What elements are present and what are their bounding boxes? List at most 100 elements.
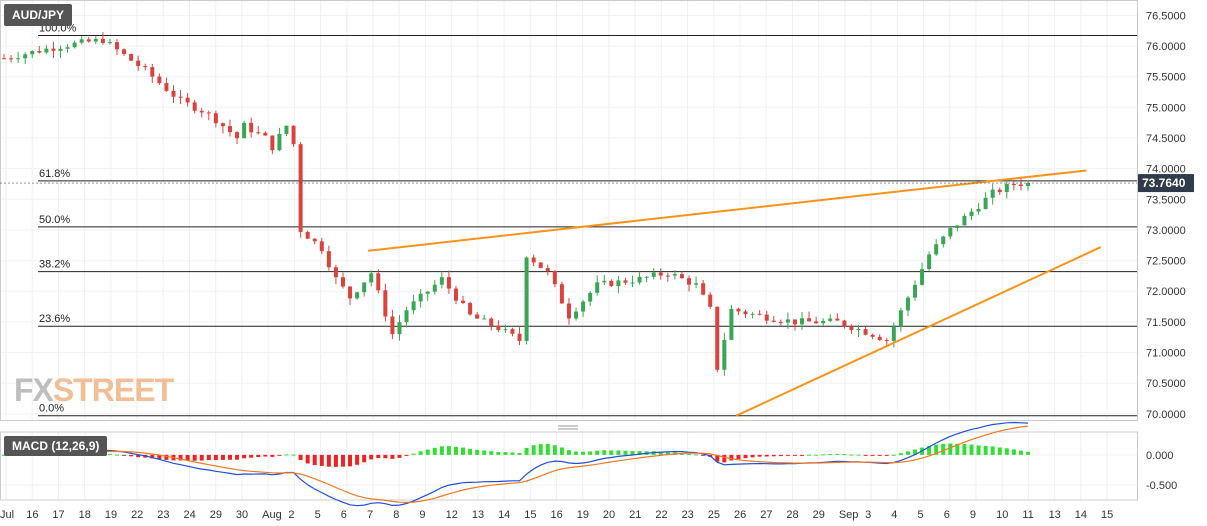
candle-body xyxy=(701,283,706,295)
x-tick-label: 22 xyxy=(655,509,667,521)
macd-histogram-bar xyxy=(235,454,240,460)
macd-histogram-bar xyxy=(164,454,169,460)
candle-body xyxy=(432,284,437,292)
candle-body xyxy=(722,339,727,370)
candle-body xyxy=(242,122,247,139)
candle-body xyxy=(475,314,480,319)
x-tick-label: 15 xyxy=(1101,509,1113,521)
macd-label[interactable]: MACD (12,26,9) xyxy=(4,436,108,456)
x-tick-label: Aug xyxy=(262,509,282,521)
price-pane-frame xyxy=(0,0,1138,421)
macd-histogram-bar xyxy=(905,451,910,455)
macd-histogram-bar xyxy=(736,454,741,460)
candle-body xyxy=(609,280,614,287)
macd-histogram-bar xyxy=(630,451,635,455)
macd-histogram-bar xyxy=(305,454,310,464)
candle-body xyxy=(644,276,649,278)
candle-body xyxy=(849,326,854,331)
candle-body xyxy=(348,286,353,299)
macd-histogram-bar xyxy=(835,453,840,455)
candle-body xyxy=(86,39,91,42)
candle-body xyxy=(107,42,112,44)
macd-histogram-bar xyxy=(842,454,847,456)
macd-histogram-bar xyxy=(870,454,875,456)
macd-histogram-bar xyxy=(941,443,946,455)
candle-body xyxy=(37,50,42,53)
macd-histogram-bar xyxy=(609,450,614,455)
macd-histogram-bar xyxy=(129,454,134,457)
macd-histogram-bar xyxy=(348,454,353,467)
macd-histogram-bar xyxy=(114,454,119,456)
candle-body xyxy=(235,132,240,139)
candle-body xyxy=(227,126,232,133)
macd-histogram-bar xyxy=(764,454,769,457)
candle-body xyxy=(715,306,720,370)
macd-histogram-bar xyxy=(807,454,812,456)
macd-histogram-bar xyxy=(524,447,529,455)
candle-body xyxy=(708,294,713,307)
candle-body xyxy=(503,329,508,331)
x-tick-label: 22 xyxy=(131,509,143,521)
candle-body xyxy=(277,133,282,151)
candle-body xyxy=(800,318,805,325)
macd-histogram-bar xyxy=(729,454,734,461)
price-tick-label: 76.0000 xyxy=(1146,41,1186,53)
macd-histogram-bar xyxy=(122,454,127,456)
x-tick-label: 4 xyxy=(891,509,897,521)
x-tick-label: 3 xyxy=(865,509,871,521)
x-tick-label: 13 xyxy=(1049,509,1061,521)
candle-body xyxy=(51,48,56,51)
candle-body xyxy=(206,112,211,114)
candle-body xyxy=(588,292,593,302)
macd-histogram-bar xyxy=(990,446,995,455)
candle-body xyxy=(439,277,444,285)
candle-body xyxy=(390,316,395,335)
candle-body xyxy=(976,208,981,212)
price-tick-label: 70.0000 xyxy=(1146,409,1186,421)
candle-body xyxy=(446,277,451,289)
symbol-badge[interactable]: AUD/JPY xyxy=(4,4,73,26)
candle-body xyxy=(531,257,536,263)
x-tick-label: 14 xyxy=(498,509,510,521)
macd-histogram-bar xyxy=(694,454,699,456)
candle-body xyxy=(538,262,543,268)
candle-body xyxy=(1011,184,1016,186)
candle-body xyxy=(129,54,134,61)
candle-body xyxy=(545,267,550,272)
candle-body xyxy=(44,48,49,53)
macd-histogram-bar xyxy=(898,453,903,455)
price-tick-label: 73.5000 xyxy=(1146,194,1186,206)
macd-histogram-bar xyxy=(199,454,204,461)
macd-histogram-bar xyxy=(192,454,197,461)
candle-body xyxy=(199,110,204,113)
price-tick-label: 71.0000 xyxy=(1146,348,1186,360)
macd-histogram-bar xyxy=(150,454,155,459)
price-tick-label: 72.0000 xyxy=(1146,286,1186,298)
macd-histogram-bar xyxy=(439,446,444,455)
candle-body xyxy=(1004,184,1009,193)
macd-histogram-bar xyxy=(856,454,861,456)
candle-body xyxy=(2,58,6,60)
macd-histogram-bar xyxy=(891,454,896,456)
x-tick-label: 29 xyxy=(813,509,825,521)
macd-histogram-bar xyxy=(658,451,663,455)
candle-body xyxy=(362,282,367,293)
price-tick-label: 75.0000 xyxy=(1146,102,1186,114)
candle-body xyxy=(651,272,656,277)
candle-body xyxy=(898,310,903,327)
macd-histogram-bar xyxy=(432,447,437,455)
macd-histogram-bar xyxy=(242,454,247,459)
candle-body xyxy=(764,314,769,321)
candle-body xyxy=(552,271,557,285)
macd-histogram-bar xyxy=(1026,451,1030,455)
candle-body xyxy=(298,144,303,232)
trendline-upper xyxy=(368,169,1087,252)
candle-body xyxy=(404,310,409,323)
x-tick-label: 18 xyxy=(79,509,91,521)
candle-body xyxy=(157,76,162,84)
macd-histogram-bar xyxy=(220,454,225,460)
candle-body xyxy=(178,96,183,98)
macd-histogram-bar xyxy=(213,454,218,461)
macd-histogram-bar xyxy=(136,454,141,458)
candle-body xyxy=(997,189,1002,193)
